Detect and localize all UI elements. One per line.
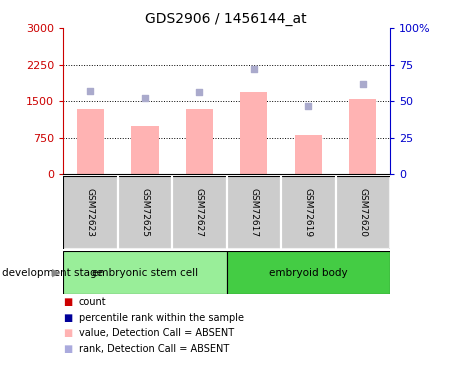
Text: GSM72625: GSM72625 xyxy=(140,188,149,237)
Text: GSM72623: GSM72623 xyxy=(86,188,95,237)
Text: embryonic stem cell: embryonic stem cell xyxy=(92,268,198,278)
Bar xyxy=(131,126,158,174)
Text: GDS2906 / 1456144_at: GDS2906 / 1456144_at xyxy=(145,12,306,26)
Text: embryoid body: embryoid body xyxy=(269,268,348,278)
Text: GSM72627: GSM72627 xyxy=(195,188,204,237)
Point xyxy=(141,95,148,101)
Text: ■: ■ xyxy=(63,313,73,322)
Point xyxy=(196,90,203,96)
Text: GSM72619: GSM72619 xyxy=(304,188,313,237)
Bar xyxy=(186,109,213,174)
Point xyxy=(359,81,367,87)
Text: ■: ■ xyxy=(63,344,73,354)
Text: percentile rank within the sample: percentile rank within the sample xyxy=(79,313,244,322)
Bar xyxy=(172,176,227,249)
Text: development stage: development stage xyxy=(2,268,103,278)
Bar xyxy=(295,135,322,174)
Point xyxy=(250,66,258,72)
Point xyxy=(87,88,94,94)
Bar xyxy=(227,176,281,249)
Bar xyxy=(240,92,267,174)
Bar xyxy=(281,176,336,249)
Text: value, Detection Call = ABSENT: value, Detection Call = ABSENT xyxy=(79,328,234,338)
Bar xyxy=(227,251,390,294)
Bar xyxy=(63,176,118,249)
Point xyxy=(305,103,312,109)
Bar xyxy=(336,176,390,249)
Bar xyxy=(118,176,172,249)
Text: ■: ■ xyxy=(63,328,73,338)
Bar xyxy=(77,109,104,174)
Text: rank, Detection Call = ABSENT: rank, Detection Call = ABSENT xyxy=(79,344,229,354)
Text: GSM72617: GSM72617 xyxy=(249,188,258,237)
Text: ■: ■ xyxy=(63,297,73,307)
Text: ▶: ▶ xyxy=(52,268,60,278)
Text: GSM72620: GSM72620 xyxy=(359,188,368,237)
Text: count: count xyxy=(79,297,106,307)
Bar xyxy=(349,99,377,174)
Bar xyxy=(63,251,227,294)
